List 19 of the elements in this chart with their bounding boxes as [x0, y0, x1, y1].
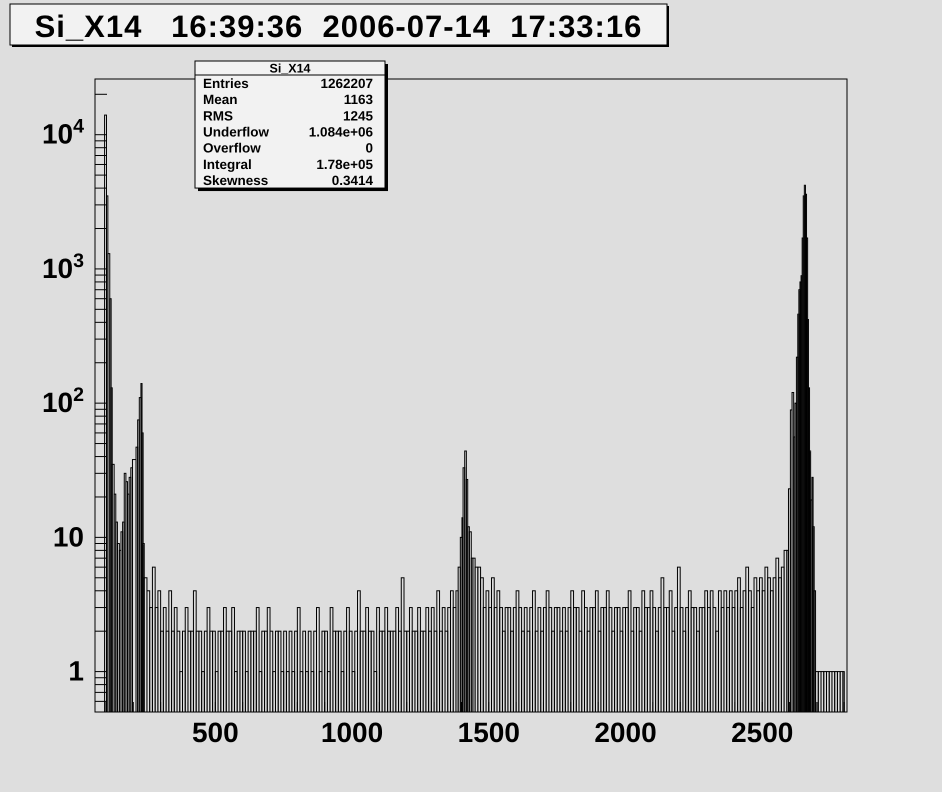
text: Overflow 0 — [203, 140, 373, 156]
y-tick-label: 10 — [52, 521, 84, 552]
x-tick-label: 1500 — [458, 716, 520, 748]
y-tick-label: 10$^{4}$ — [42, 116, 84, 150]
y-tick-label: 1 — [68, 656, 84, 687]
text: Integral 1.78e+05 — [203, 156, 373, 172]
y-tick-label: 10$^{2}$ — [42, 384, 84, 418]
x-tick-label: 500 — [192, 716, 239, 748]
text: Mean 1163 — [203, 92, 373, 108]
text: RMS 1245 — [203, 108, 373, 124]
y-tick-label: 10$^{3}$ — [42, 250, 84, 284]
text: Skewness 0.3414 — [203, 172, 373, 188]
x-tick-label: 2000 — [594, 716, 657, 748]
text: Entries 1262207 — [203, 76, 373, 91]
x-tick-label: 1000 — [320, 716, 384, 748]
chart-title: Si_X14 16:39:36 2006-07-14 17:33:16 — [34, 9, 642, 44]
text: Si_X14 — [269, 62, 311, 76]
text: Underflow 1.084e+06 — [203, 124, 373, 140]
x-tick-label: 2500 — [731, 716, 794, 748]
